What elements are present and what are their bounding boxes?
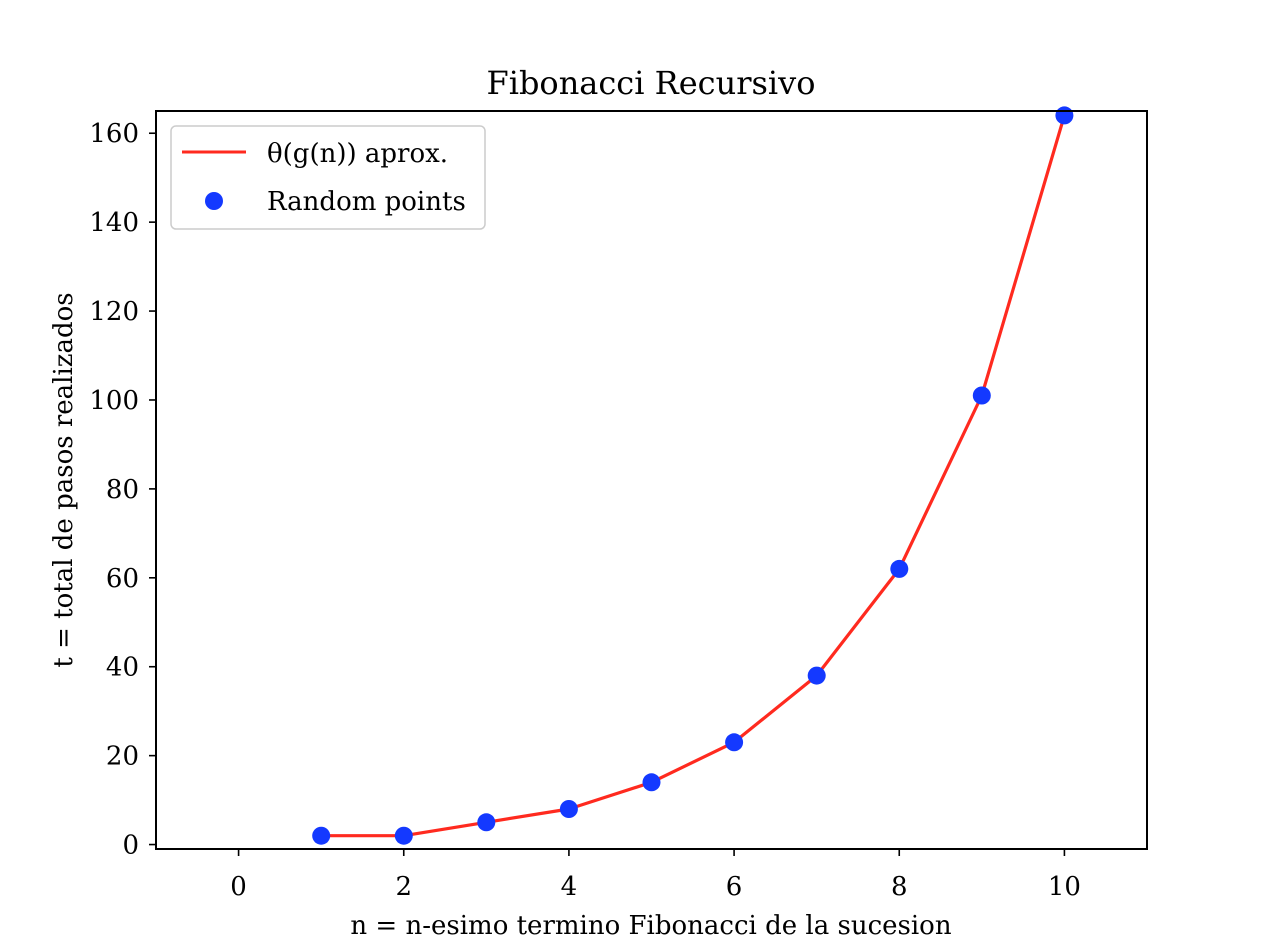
y-tick-label: 40	[106, 653, 139, 683]
plot-area	[312, 106, 1074, 845]
y-tick-label: 160	[89, 119, 139, 149]
legend-point-swatch	[205, 192, 223, 210]
legend-box	[170, 125, 486, 230]
y-tick-label: 20	[106, 742, 139, 772]
y-tick-label: 100	[89, 386, 139, 416]
scatter-point	[725, 733, 744, 752]
y-tick-label: 80	[106, 475, 139, 505]
scatter-point	[972, 386, 991, 405]
scatter-point	[1055, 106, 1074, 125]
x-axis-ticks: 0 2 4 6 8 10	[230, 849, 1081, 902]
x-tick-label: 6	[726, 872, 743, 902]
y-axis-label: t = total de pasos realizados	[49, 292, 79, 667]
y-tick-label: 0	[122, 831, 139, 861]
scatter-point	[642, 773, 661, 792]
y-tick-label: 140	[89, 208, 139, 238]
y-tick-label: 60	[106, 564, 139, 594]
x-axis-label: n = n-esimo termino Fibonacci de la suce…	[350, 911, 951, 941]
scatter-point	[559, 800, 578, 818]
x-tick-label: 0	[230, 872, 247, 902]
x-tick-label: 2	[395, 872, 412, 902]
scatter-point	[807, 666, 826, 685]
scatter-point	[477, 813, 496, 832]
series-line-theta	[321, 114, 1066, 838]
y-tick-label: 120	[89, 297, 139, 327]
x-tick-label: 8	[891, 872, 908, 902]
scatter-point	[312, 826, 331, 845]
legend-label-points: Random points	[267, 187, 466, 217]
legend: θ(g(n)) aprox. Random points	[170, 125, 486, 230]
y-axis-ticks: 0 20 40 60 80 100 120 140 160	[89, 119, 156, 861]
scatter-point	[394, 826, 413, 845]
scatter-point	[890, 559, 909, 578]
axes-frame	[155, 110, 1148, 850]
legend-label-line: θ(g(n)) aprox.	[267, 139, 448, 169]
x-tick-label: 4	[561, 872, 578, 902]
chart-title: Fibonacci Recursivo	[487, 64, 816, 102]
x-tick-label: 10	[1048, 872, 1081, 902]
